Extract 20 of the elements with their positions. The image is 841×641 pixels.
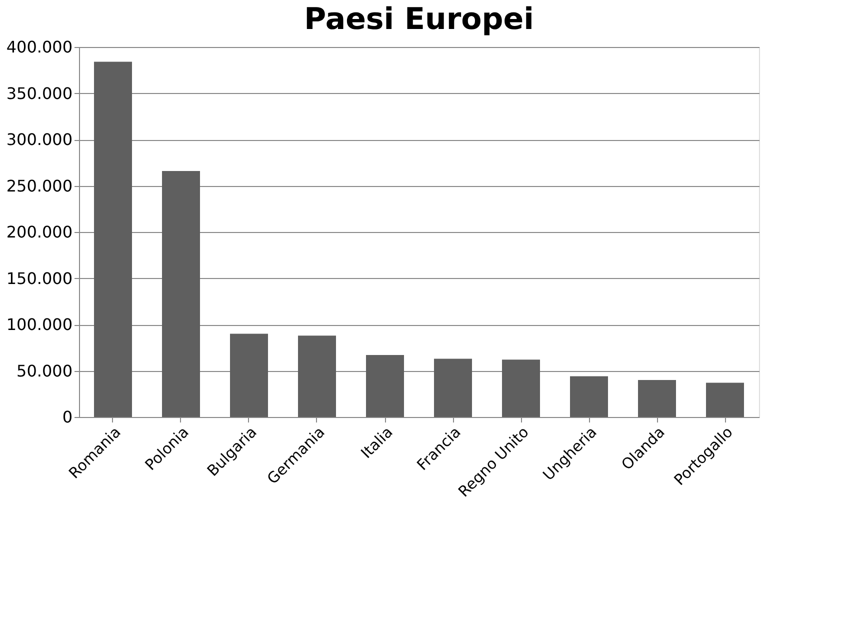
bar [366,355,404,417]
bar [94,62,132,417]
y-tick-label: 250.000 [6,176,72,196]
y-tick-label: 50.000 [16,361,72,380]
bar [502,360,540,417]
bar [230,334,268,417]
chart-title: Paesi Europei [304,2,534,37]
bar [706,382,744,417]
y-tick-label: 0 [62,408,72,426]
y-tick-label: 200.000 [6,222,72,242]
bar [434,358,472,417]
y-tick-label: 350.000 [6,84,72,103]
y-tick-label: 300.000 [6,130,72,149]
y-tick-label: 400.000 [6,38,72,56]
bar [298,336,336,417]
bar [162,170,200,417]
bar [638,380,676,417]
y-tick-label: 100.000 [6,315,72,334]
bar [570,376,608,417]
y-tick-label: 150.000 [6,268,72,288]
